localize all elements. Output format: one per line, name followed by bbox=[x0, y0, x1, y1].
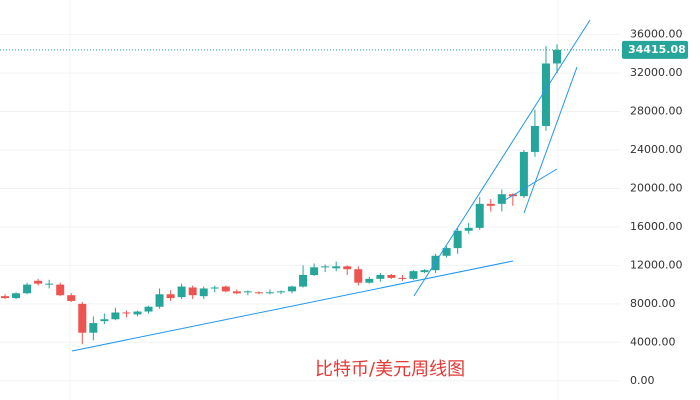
annotation: 比特币/美元周线图 bbox=[315, 359, 465, 380]
candle-body bbox=[56, 284, 65, 296]
candle-body bbox=[100, 319, 109, 322]
candle-body bbox=[166, 294, 175, 299]
y-tick-label: 8000.00 bbox=[630, 297, 676, 310]
candle-body bbox=[387, 275, 396, 278]
candle-body bbox=[133, 311, 142, 315]
candle-body bbox=[321, 266, 330, 268]
candle-body bbox=[288, 286, 297, 292]
candle-body bbox=[23, 284, 32, 294]
candle-body bbox=[34, 280, 43, 284]
plot bbox=[0, 34, 620, 382]
candle-body bbox=[332, 266, 341, 269]
y-tick-label: 16000.00 bbox=[630, 220, 683, 233]
candle-body bbox=[442, 248, 451, 256]
candle-body bbox=[277, 291, 285, 293]
candle-body bbox=[122, 312, 131, 314]
candle-body bbox=[78, 303, 87, 333]
candle-body bbox=[254, 292, 263, 294]
candle-body bbox=[221, 286, 230, 292]
y-tick-label: 24000.00 bbox=[630, 143, 683, 156]
y-tick-label: 28000.00 bbox=[630, 105, 683, 118]
candle-body bbox=[89, 323, 98, 333]
candle-body bbox=[265, 292, 274, 294]
candle-body bbox=[144, 306, 153, 312]
candle-body bbox=[354, 269, 363, 283]
candle-body bbox=[177, 286, 186, 298]
candle-body bbox=[519, 151, 528, 197]
last-price-tag bbox=[622, 40, 688, 59]
candle-body bbox=[420, 270, 429, 273]
trend-line bbox=[71, 260, 514, 352]
candle-body bbox=[398, 277, 407, 279]
candle-body bbox=[45, 283, 54, 285]
candle-body bbox=[1, 296, 9, 299]
last-price-label: 34415.08 bbox=[628, 43, 686, 56]
candle-body bbox=[310, 267, 319, 275]
candle-body bbox=[486, 203, 495, 206]
y-tick-label: 4000.00 bbox=[630, 335, 676, 348]
candle-body bbox=[299, 275, 308, 287]
candle-body bbox=[111, 312, 120, 320]
candle-body bbox=[199, 288, 208, 297]
candle-body bbox=[232, 291, 241, 294]
candle-body bbox=[497, 194, 506, 204]
candle-body bbox=[67, 295, 76, 301]
candle-body bbox=[475, 203, 484, 228]
candle-body bbox=[343, 266, 352, 270]
candle-body bbox=[188, 287, 197, 296]
trend-line bbox=[504, 168, 558, 201]
candle-body bbox=[409, 271, 418, 279]
y-tick-label: 32000.00 bbox=[630, 66, 683, 79]
y-tick-label: 0.00 bbox=[630, 374, 655, 387]
candle-body bbox=[243, 291, 252, 293]
trend-lines bbox=[71, 19, 591, 352]
trend-line bbox=[413, 19, 591, 297]
candle-body bbox=[155, 294, 164, 307]
y-tick-label: 36000.00 bbox=[630, 28, 683, 41]
candle-body bbox=[365, 278, 374, 283]
candle-body bbox=[376, 275, 385, 279]
candle-body bbox=[12, 293, 21, 299]
candle-body bbox=[541, 63, 550, 126]
y-tick-label: 12000.00 bbox=[630, 258, 683, 271]
candle-body bbox=[210, 287, 219, 289]
candle-body bbox=[453, 230, 462, 249]
y-tick-label: 20000.00 bbox=[630, 181, 683, 194]
candle-body bbox=[464, 227, 473, 231]
trend-line bbox=[523, 66, 578, 214]
candle-body bbox=[530, 125, 539, 152]
candle-body bbox=[553, 49, 561, 64]
